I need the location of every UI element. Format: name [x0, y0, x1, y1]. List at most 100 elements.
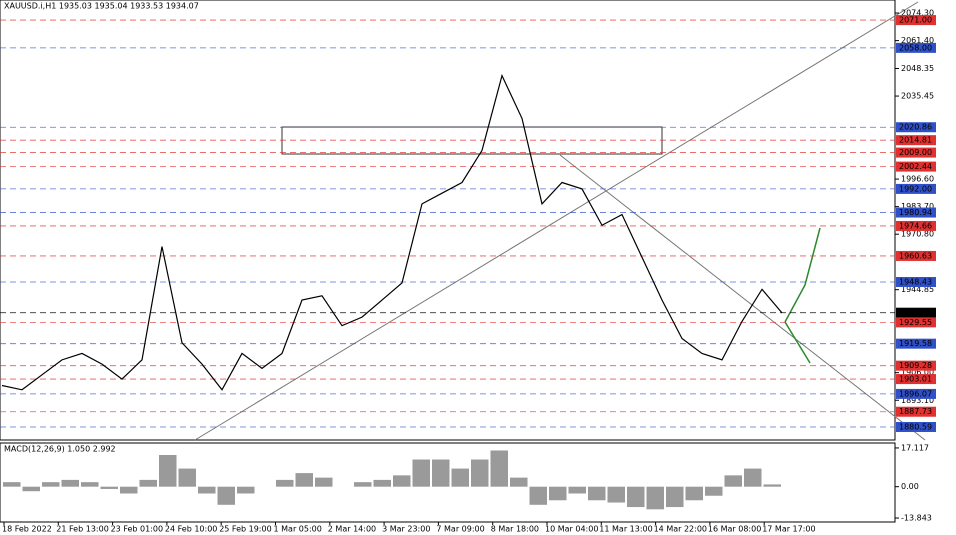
macd-bar: [295, 473, 313, 487]
level-tag: [896, 207, 936, 218]
macd-bar: [744, 468, 762, 487]
macd-bar: [42, 482, 60, 487]
y-tick-label: 17.117: [901, 443, 929, 452]
macd-bar: [81, 482, 99, 487]
x-tick-label: 10 Mar 04:00: [545, 525, 598, 534]
level-tag: [896, 406, 936, 417]
level-label: 1909.28: [899, 361, 932, 370]
macd-bar: [685, 486, 703, 501]
macd-bar: [666, 486, 684, 508]
level-tag: [896, 360, 936, 371]
macd-bar: [198, 486, 216, 494]
macd-bar: [237, 486, 255, 494]
price-line: [1, 73, 783, 391]
level-tag: [896, 161, 936, 172]
macd-bar: [471, 459, 489, 487]
y-tick-label: 2035.45: [901, 92, 934, 101]
x-tick-label: 2 Mar 14:00: [328, 525, 376, 534]
macd-bar: [373, 479, 391, 487]
level-label: 1903.01: [899, 375, 932, 384]
y-tick-label: 2048.35: [901, 64, 934, 73]
level-label: 2071.00: [899, 16, 932, 25]
y-tick-label: 1996.60: [901, 175, 934, 184]
y-tick-label: 0.00: [901, 482, 919, 491]
y-tick-label: 1906.00: [901, 368, 934, 377]
macd-bar: [549, 486, 567, 501]
macd-bar: [627, 486, 645, 508]
y-tick-label: 1893.10: [901, 396, 934, 405]
level-tag: [896, 122, 936, 133]
scenario-arrow: [784, 227, 821, 323]
macd-bar: [217, 486, 235, 505]
level-label: 2058.00: [899, 43, 932, 52]
level-label: 1929.55: [899, 318, 932, 327]
x-tick-label: 7 Mar 09:00: [436, 525, 484, 534]
level-label: 2020.86: [899, 123, 932, 132]
macd-bar: [646, 486, 664, 510]
macd-bar: [159, 454, 177, 487]
macd-bar: [315, 477, 333, 487]
level-tag: [896, 220, 936, 231]
macd-bar: [178, 468, 196, 487]
macd-bar: [354, 482, 372, 487]
x-tick-label: 11 Mar 13:00: [599, 525, 652, 534]
level-label: 1948.43: [899, 278, 932, 287]
level-tag: [896, 307, 936, 318]
macd-bar: [139, 479, 157, 487]
level-label: 1887.73: [899, 407, 932, 416]
macd-bar: [120, 486, 138, 494]
level-tag: [896, 250, 936, 261]
level-label: 1896.07: [899, 389, 932, 398]
macd-bar: [588, 486, 606, 501]
x-tick-label: 21 Feb 13:00: [56, 525, 108, 534]
price-panel: [0, 0, 896, 441]
level-tag: [896, 183, 936, 194]
y-tick-label: -13.843: [901, 514, 932, 523]
level-label: 1980.94: [899, 208, 932, 217]
y-tick-label: 1983.70: [901, 202, 934, 211]
level-tag: [896, 374, 936, 385]
level-label: 1960.63: [899, 251, 932, 260]
macd-bar: [276, 479, 294, 487]
level-tag: [896, 15, 936, 26]
x-tick-label: 1 Mar 05:00: [274, 525, 322, 534]
level-tag: [896, 147, 936, 158]
macd-bar: [393, 475, 411, 487]
level-tag: [896, 277, 936, 288]
scenario-arrow: [784, 321, 811, 364]
level-tag: [896, 338, 936, 349]
chart-title: XAUUSD.i,H1 1935.03 1935.04 1933.53 1934…: [4, 2, 199, 11]
y-tick-label: 2074.30: [901, 9, 934, 18]
trend-line: [194, 1, 919, 441]
trend-line: [559, 154, 926, 441]
macd-bar: [607, 486, 625, 503]
y-tick-label: 1970.80: [901, 230, 934, 239]
macd-bar: [412, 459, 430, 487]
x-tick-label: 14 Mar 22:00: [654, 525, 707, 534]
level-label: 2014.81: [899, 136, 932, 145]
level-label: 1919.58: [899, 339, 932, 348]
x-tick-label: 23 Feb 01:00: [111, 525, 163, 534]
x-tick-label: 17 Mar 17:00: [762, 525, 815, 534]
macd-bar: [451, 468, 469, 487]
level-label: 2009.00: [899, 148, 932, 157]
level-label: 1974.66: [899, 221, 932, 230]
macd-bar: [724, 475, 742, 487]
level-tag: [896, 135, 936, 146]
level-label: 1992.00: [899, 184, 932, 193]
x-tick-label: 8 Mar 18:00: [491, 525, 539, 534]
x-tick-label: 16 Mar 08:00: [708, 525, 761, 534]
x-tick-label: 3 Mar 23:00: [382, 525, 430, 534]
level-label: 2002.44: [899, 162, 932, 171]
level-label: 1880.59: [899, 422, 932, 431]
level-tag: [896, 388, 936, 399]
x-tick-label: 18 Feb 2022: [2, 525, 52, 534]
macd-bar: [510, 477, 528, 487]
macd-bar: [3, 482, 21, 487]
level-tag: [896, 42, 936, 53]
x-tick-label: 25 Feb 19:00: [219, 525, 271, 534]
y-tick-label: 2061.40: [901, 36, 934, 45]
macd-bar: [705, 486, 723, 496]
level-tag: [896, 317, 936, 328]
